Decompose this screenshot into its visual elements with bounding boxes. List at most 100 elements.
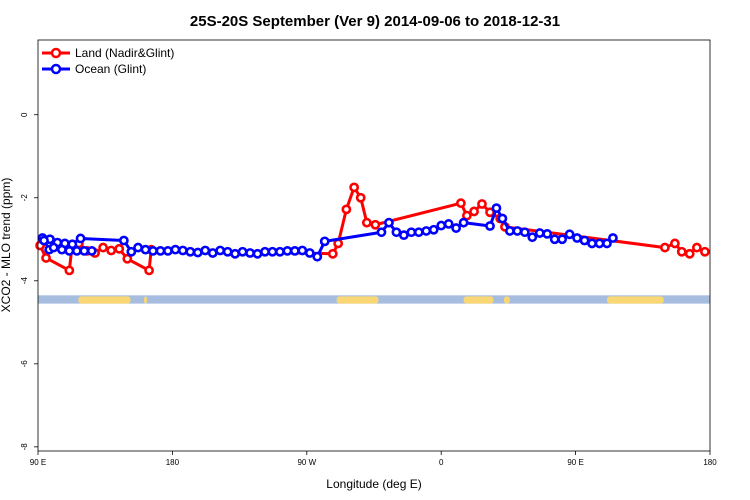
x-tick-label: 90 E [30, 458, 46, 467]
ocean-data-point [230, 248, 241, 259]
ocean-data-point [391, 227, 402, 238]
land-data-point [676, 246, 687, 257]
ocean-data-point [79, 245, 90, 256]
ocean-data-point [527, 232, 538, 243]
ocean-data-point [512, 226, 523, 236]
land-data-point [144, 265, 155, 276]
ocean-data-point [163, 245, 173, 256]
land-data-point [41, 253, 51, 263]
ocean-data-point [413, 227, 424, 238]
land-data-point [700, 246, 710, 257]
ocean-data-point [312, 251, 323, 262]
ocean-data-point [267, 246, 278, 257]
land-data-point [469, 206, 479, 217]
ocean-data-point [170, 244, 181, 255]
land-data-point [361, 217, 372, 228]
land-data-point [456, 198, 466, 209]
series-layer [35, 182, 710, 276]
land-data-point [341, 204, 352, 215]
y-tick-label: -8 [20, 443, 29, 451]
ocean-data-point [222, 246, 233, 257]
map-land-patch [336, 296, 379, 304]
y-tick-label: -4 [20, 277, 29, 285]
land-data-point [670, 238, 680, 249]
chart-title: 25S-20S September (Ver 9) 2014-09-06 to … [190, 13, 560, 30]
ocean-data-point [133, 242, 143, 253]
map-strip [38, 295, 710, 304]
land-data-point [691, 242, 702, 253]
map-land-patch [463, 296, 494, 304]
x-axis-title: Longitude (deg E) [326, 477, 421, 491]
legend-land-label: Land (Nadir&Glint) [75, 46, 174, 60]
ocean-data-point [557, 234, 568, 245]
ocean-data-point [245, 248, 255, 258]
ocean-data-point [48, 242, 59, 253]
ocean-data-point [504, 226, 515, 236]
ocean-data-point [155, 245, 166, 256]
land-data-point [477, 199, 487, 209]
ocean-data-point [436, 220, 447, 231]
ocean-data-point [497, 213, 508, 224]
ocean-data-point [451, 223, 462, 233]
map-land-patch [606, 296, 664, 304]
ocean-data-point [215, 245, 226, 256]
x-tick-label: 90 E [567, 458, 583, 467]
ocean-data-point [458, 217, 469, 228]
land-data-point [114, 243, 125, 254]
x-tick-label: 180 [166, 458, 180, 467]
ocean-data-point [75, 233, 86, 244]
land-data-point [684, 248, 695, 259]
y-tick-label: 0 [20, 112, 29, 117]
land-data-point [355, 192, 366, 203]
map-land-patch [503, 296, 510, 304]
land-data-point [370, 219, 381, 230]
map-land-patch [144, 296, 148, 304]
land-data-point [349, 182, 360, 193]
legend-ocean-marker [50, 63, 62, 75]
ocean-data-point [376, 227, 387, 238]
x-tick-label: 0 [439, 458, 444, 467]
y-axis: 0 -2 -4 -6 -8 [20, 112, 38, 450]
ocean-data-point [39, 235, 49, 246]
ocean-data-point [260, 246, 270, 257]
ocean-data-point [118, 235, 129, 246]
ocean-data-point [148, 245, 158, 256]
ocean-data-point [289, 245, 300, 256]
ocean-data-point [542, 228, 553, 239]
ocean-data-point [587, 238, 597, 249]
ocean-data-point [579, 235, 590, 246]
ocean-data-point [485, 221, 495, 231]
plot-frame [37, 39, 711, 452]
land-data-point [64, 265, 75, 276]
y-axis-title: XCO2 - MLO trend (ppm) [0, 178, 13, 313]
legend-item-land: Land (Nadir&Glint) [42, 46, 174, 60]
land-data-point [660, 242, 670, 253]
ocean-data-point [64, 245, 75, 256]
ocean-data-point [71, 245, 82, 256]
ocean-data-point [304, 248, 315, 258]
ocean-data-point [56, 244, 67, 255]
ocean-data-point [200, 245, 211, 256]
ocean-data-point [398, 230, 409, 241]
ocean-data-point [252, 248, 263, 259]
legend: Land (Nadir&Glint) Ocean (Glint) [42, 46, 174, 76]
x-tick-label: 180 [703, 458, 717, 467]
land-data-point [122, 253, 133, 264]
ocean-data-point [428, 224, 439, 235]
ocean-data-point [608, 233, 618, 243]
ocean-data-point [421, 226, 432, 236]
ocean-data-point [384, 217, 394, 228]
ocean-data-point [594, 238, 605, 249]
ocean-data-point [602, 238, 612, 249]
ocean-data-point [207, 248, 218, 258]
ocean-data-point [519, 227, 530, 238]
land-data-point [98, 242, 109, 253]
ocean-data-point [549, 234, 560, 245]
x-axis: 90 E 180 90 W 0 90 E 180 [30, 451, 717, 467]
legend-land-marker [50, 47, 62, 59]
ocean-data-point [564, 229, 575, 240]
ocean-data-point [572, 233, 582, 243]
ocean-data-point [319, 236, 330, 247]
ocean-data-point [406, 227, 417, 238]
ocean-data-point [177, 245, 188, 256]
